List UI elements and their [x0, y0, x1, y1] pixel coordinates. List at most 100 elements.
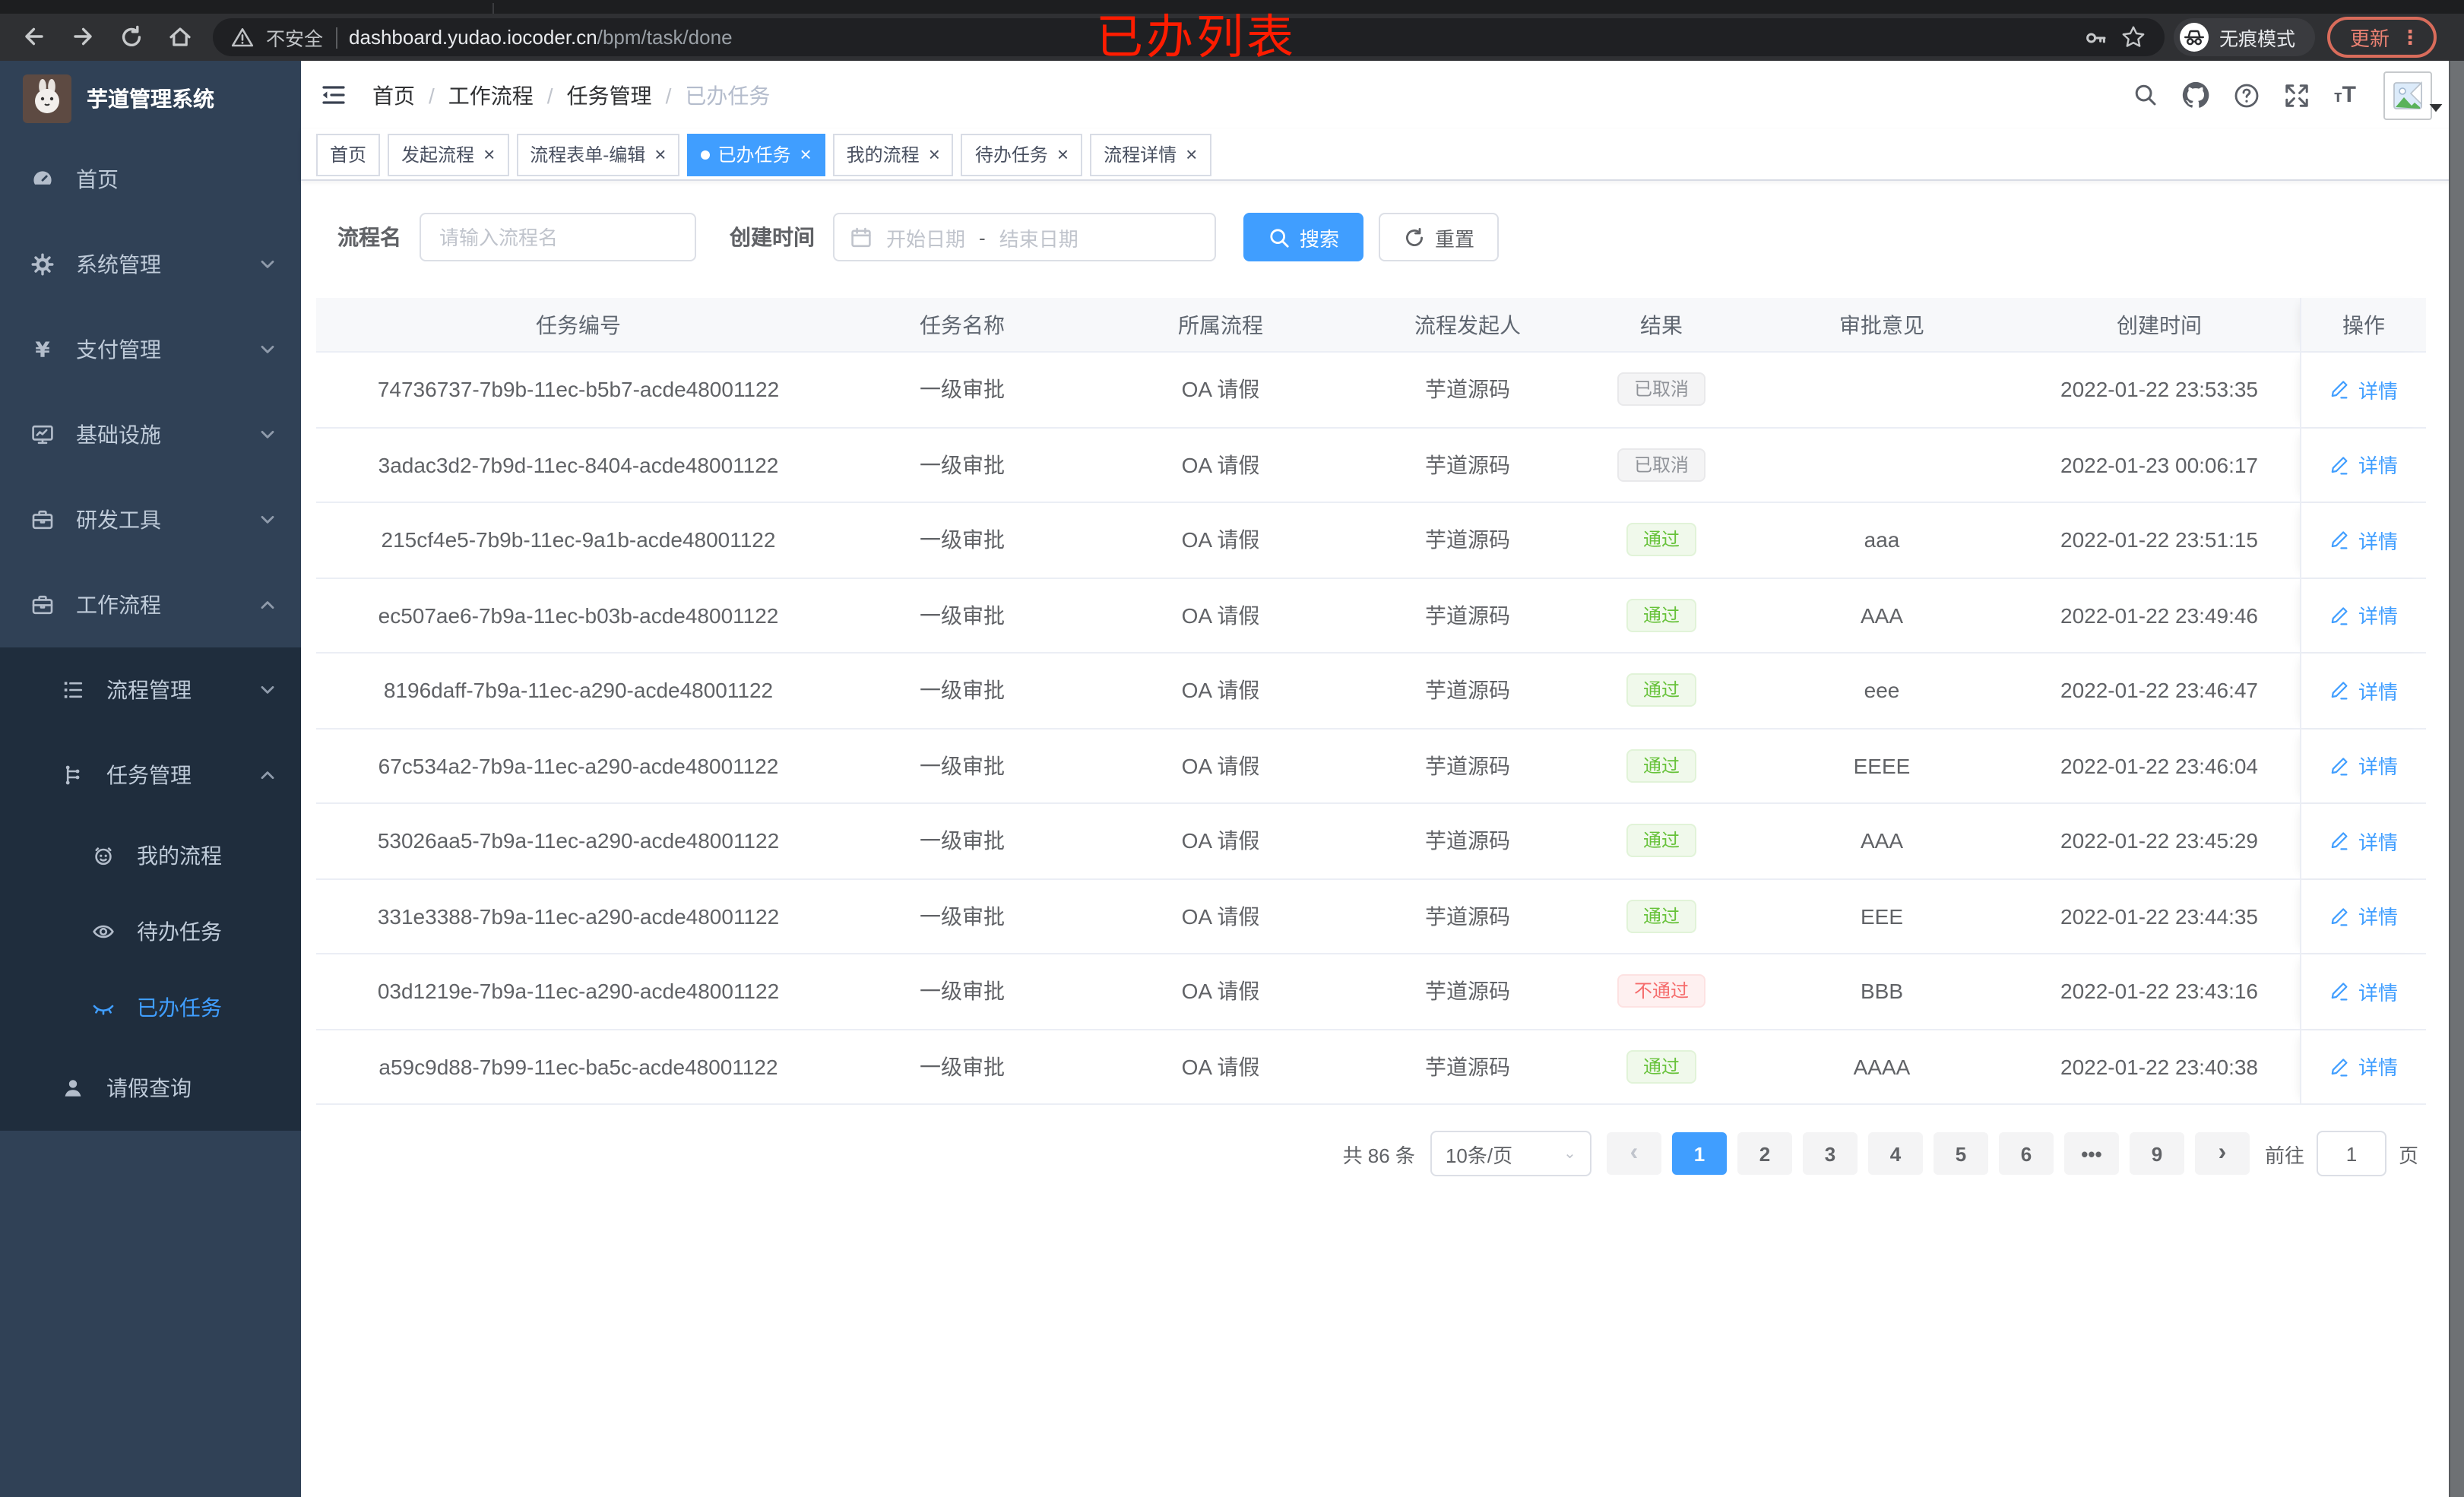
search-button[interactable]: 搜索: [1243, 213, 1364, 261]
date-range-input[interactable]: 开始日期 - 结束日期: [833, 213, 1216, 261]
page-size-select[interactable]: 10条/页 ⌄: [1430, 1131, 1591, 1176]
detail-link[interactable]: 详情: [2329, 526, 2398, 555]
forward-icon[interactable]: [62, 17, 102, 57]
sidebar-item-payment[interactable]: ¥ 支付管理: [0, 307, 301, 392]
pagination-page[interactable]: 4: [1867, 1132, 1923, 1175]
update-button[interactable]: 更新 ⋮: [2326, 17, 2437, 58]
detail-link[interactable]: 详情: [2329, 451, 2398, 479]
sidebar-item-infrastructure[interactable]: 基础设施: [0, 392, 301, 477]
sidebar-item-home[interactable]: 首页: [0, 137, 301, 222]
sidebar-item-dev-tools[interactable]: 研发工具: [0, 477, 301, 562]
pagination-page[interactable]: 2: [1737, 1132, 1792, 1175]
browser-menu-icon[interactable]: ⋮: [2400, 25, 2420, 48]
security-label: 不安全: [266, 29, 324, 50]
home-icon[interactable]: [160, 17, 199, 57]
address-bar[interactable]: 不安全 dashboard.yudao.iocoder.cn/bpm/task/…: [213, 18, 2165, 56]
close-icon[interactable]: ×: [654, 142, 667, 165]
tab-start-process[interactable]: 发起流程 ×: [388, 133, 509, 176]
detail-label: 详情: [2358, 530, 2398, 553]
table-row: 53026aa5-7b9a-11ec-a290-acde48001122 一级审批…: [316, 804, 2426, 879]
close-icon[interactable]: ×: [928, 142, 940, 165]
scrollbar[interactable]: [2449, 61, 2464, 1497]
pagination-page[interactable]: 1: [1671, 1132, 1727, 1175]
pagination-ellipsis[interactable]: •••: [2063, 1132, 2119, 1175]
goto-page-input[interactable]: [2316, 1131, 2386, 1176]
detail-link[interactable]: 详情: [2329, 902, 2398, 931]
reload-icon[interactable]: [111, 17, 150, 57]
sidebar-item-leave-query[interactable]: 请假查询: [0, 1046, 301, 1131]
github-icon[interactable]: [2182, 81, 2211, 109]
action-cell: 详情: [2300, 353, 2426, 426]
process-starter-cell: 芋道源码: [1425, 828, 1510, 853]
process-starter-cell: 芋道源码: [1425, 452, 1510, 477]
pagination-page[interactable]: 9: [2129, 1132, 2184, 1175]
task-id-cell: 331e3388-7b9a-11ec-a290-acde48001122: [377, 904, 780, 929]
goto-page: 前往 页: [2265, 1131, 2418, 1176]
tab-process-detail[interactable]: 流程详情 ×: [1090, 133, 1211, 176]
sidebar-item-system[interactable]: 系统管理: [0, 222, 301, 307]
date-end-placeholder[interactable]: 结束日期: [999, 227, 1078, 250]
close-icon[interactable]: ×: [483, 142, 496, 165]
detail-link[interactable]: 详情: [2329, 752, 2398, 780]
tab-todo-tasks[interactable]: 待办任务 ×: [961, 133, 1083, 176]
close-icon[interactable]: ×: [1186, 142, 1198, 165]
date-start-placeholder[interactable]: 开始日期: [886, 227, 966, 250]
process-starter-cell: 芋道源码: [1425, 603, 1510, 628]
page-buttons: ‹ 1 2 3 4 5 6 ••• 9 ›: [1606, 1132, 2250, 1175]
app: 芋道管理系统 首页 系统管理 ¥ 支付管理 基础设施 研发工具 工作流程 流程管理 任务管理 我的…: [0, 61, 2464, 1497]
fullscreen-icon[interactable]: [2284, 81, 2311, 109]
user-icon: [61, 1076, 85, 1100]
tab-form-edit[interactable]: 流程表单-编辑 ×: [516, 133, 680, 176]
table-row: 215cf4e5-7b9b-11ec-9a1b-acde48001122 一级审批…: [316, 503, 2426, 578]
sidebar-item-done-tasks[interactable]: 已办任务: [0, 970, 301, 1046]
sidebar-item-process-mgmt[interactable]: 流程管理: [0, 647, 301, 733]
back-icon[interactable]: [14, 17, 53, 57]
avatar[interactable]: [2383, 71, 2432, 119]
url-text[interactable]: dashboard.yudao.iocoder.cn/bpm/task/done: [349, 26, 733, 49]
filter-bar: 流程名 创建时间 开始日期 - 结束日期 搜索 重: [337, 213, 2464, 261]
incognito-icon: [2179, 23, 2209, 52]
detail-link[interactable]: 详情: [2329, 827, 2398, 856]
detail-link[interactable]: 详情: [2329, 977, 2398, 1006]
task-id-cell: 53026aa5-7b9a-11ec-a290-acde48001122: [377, 828, 780, 853]
breadcrumb-item[interactable]: 任务管理: [566, 83, 652, 107]
result-cell: 已取消: [1578, 428, 1745, 502]
sidebar-item-todo-tasks[interactable]: 待办任务: [0, 894, 301, 970]
pagination-next[interactable]: ›: [2194, 1132, 2250, 1175]
edit-icon: [2329, 1056, 2351, 1078]
process-starter-cell: 芋道源码: [1425, 979, 1510, 1004]
question-icon[interactable]: [2234, 81, 2261, 109]
hamburger-icon[interactable]: [319, 82, 348, 108]
pagination-prev[interactable]: ‹: [1606, 1132, 1661, 1175]
tab-my-process[interactable]: 我的流程 ×: [832, 133, 954, 176]
font-size-icon[interactable]: тT: [2333, 82, 2356, 108]
sidebar-item-my-process[interactable]: 我的流程: [0, 818, 301, 894]
chevron-down-icon[interactable]: [2429, 103, 2443, 112]
list-tree-icon: [61, 678, 85, 702]
pagination-page[interactable]: 6: [1998, 1132, 2054, 1175]
detail-link[interactable]: 详情: [2329, 375, 2398, 404]
close-icon[interactable]: ×: [1056, 142, 1069, 165]
pagination-page[interactable]: 3: [1802, 1132, 1858, 1175]
breadcrumb-item[interactable]: 首页: [372, 83, 415, 107]
search-icon[interactable]: [2133, 82, 2159, 108]
process-name-input[interactable]: [420, 213, 696, 261]
detail-label: 详情: [2358, 981, 2398, 1005]
pagination-page[interactable]: 5: [1933, 1132, 1988, 1175]
reset-button[interactable]: 重置: [1379, 213, 1500, 261]
breadcrumb-item[interactable]: 工作流程: [448, 83, 534, 107]
star-icon[interactable]: [2120, 24, 2146, 50]
chevron-down-icon: [258, 255, 277, 274]
sidebar-item-task-mgmt[interactable]: 任务管理: [0, 733, 301, 818]
tab-home[interactable]: 首页: [316, 133, 381, 176]
task-id-cell: 67c534a2-7b9a-11ec-a290-acde48001122: [378, 753, 779, 778]
browser-tabstrip: [0, 0, 2464, 14]
close-icon[interactable]: ×: [800, 142, 812, 165]
key-icon[interactable]: [2084, 25, 2108, 49]
tab-done-tasks[interactable]: 已办任务 ×: [687, 133, 825, 176]
detail-link[interactable]: 详情: [2329, 601, 2398, 630]
detail-link[interactable]: 详情: [2329, 676, 2398, 705]
sidebar-item-workflow[interactable]: 工作流程: [0, 562, 301, 647]
detail-link[interactable]: 详情: [2329, 1052, 2398, 1081]
